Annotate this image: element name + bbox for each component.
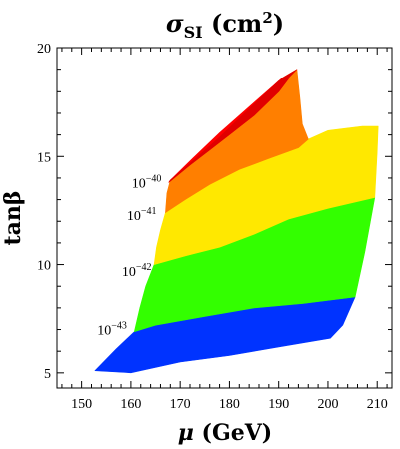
region-red-dark (168, 69, 298, 183)
x-tick-label: 180 (219, 397, 240, 412)
contour-label-base: 10 (122, 265, 136, 280)
title-unit-exponent: 2 (262, 9, 272, 27)
plot-frame (56, 47, 393, 389)
title-subscript: SI (184, 23, 203, 42)
chart-title: σSI (cm2) (166, 9, 284, 42)
x-tick-label: 160 (120, 397, 141, 412)
x-tick-label: 200 (317, 397, 338, 412)
contour-label-exponent: −42 (136, 262, 152, 273)
contour-label-exponent: −43 (111, 321, 127, 332)
x-tick-label: 170 (170, 397, 191, 412)
y-tick-label: 10 (37, 259, 51, 274)
regions-layer (94, 69, 379, 374)
y-tick-label: 15 (37, 150, 51, 165)
contour-label-exponent: −41 (141, 206, 157, 217)
title-unit-close: ) (273, 9, 284, 38)
x-tick-label: 150 (71, 397, 92, 412)
x-tick-label: 210 (367, 397, 388, 412)
contour-label-1: 10−40 (132, 173, 162, 191)
ticks-layer: 150 160 170 180 190 200 210 5 10 15 20 (37, 42, 392, 412)
x-axis-label: μ (GeV) (178, 420, 272, 446)
x-axis-label-unit: (GeV) (194, 420, 272, 446)
y-tick-label: 20 (37, 42, 51, 57)
x-axis-label-symbol: μ (178, 420, 194, 446)
title-unit: (cm (203, 9, 263, 38)
title-symbol: σ (166, 9, 184, 38)
y-axis-label: tanβ (0, 190, 26, 245)
contour-label-2: 10−41 (127, 206, 157, 224)
contour-label-base: 10 (97, 324, 111, 339)
x-tick-label: 190 (268, 397, 289, 412)
contour-label-4: 10−43 (97, 321, 127, 339)
contour-label-3: 10−42 (122, 262, 152, 280)
contour-label-exponent: −40 (146, 173, 162, 184)
contour-label-base: 10 (127, 209, 141, 224)
contour-label-base: 10 (132, 176, 146, 191)
y-tick-label: 5 (44, 367, 51, 382)
